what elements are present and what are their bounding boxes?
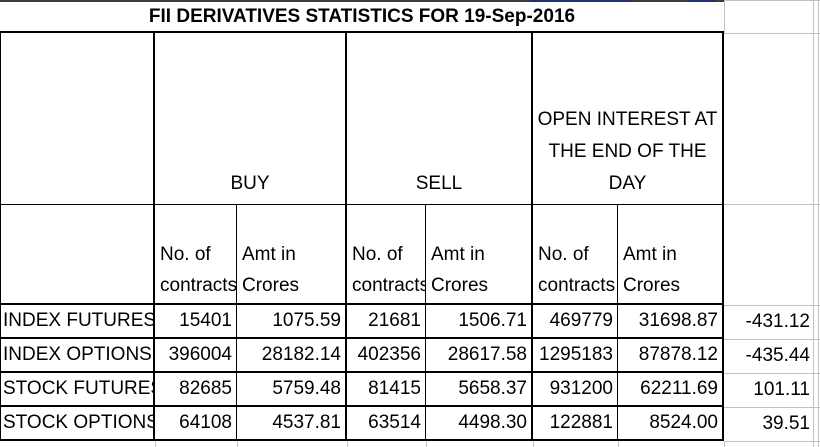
gridline bbox=[818, 0, 819, 447]
sell-amount-cell[interactable]: 5658.37 bbox=[426, 373, 533, 407]
statistics-table: BUY SELL OPEN INTEREST AT THE END OF THE… bbox=[0, 33, 724, 441]
gridline bbox=[813, 0, 814, 447]
net-value-cell[interactable]: -435.44 bbox=[745, 345, 810, 366]
subheader-buy-amount[interactable]: Amt in Crores bbox=[237, 205, 347, 305]
group-header-buy-label: BUY bbox=[230, 173, 270, 194]
sell-contracts-cell[interactable]: 402356 bbox=[347, 339, 426, 373]
oi-amount-cell[interactable]: 31698.87 bbox=[618, 305, 724, 339]
gridline-stub bbox=[618, 441, 619, 447]
buy-amount-cell[interactable]: 1075.59 bbox=[237, 305, 347, 339]
sell-contracts-cell[interactable]: 81415 bbox=[347, 373, 426, 407]
subheader-label: No. of contracts bbox=[352, 244, 426, 296]
buy-contracts-cell[interactable]: 82685 bbox=[155, 373, 237, 407]
oi-amount-cell[interactable]: 62211.69 bbox=[618, 373, 724, 407]
net-value-cell[interactable]: 39.51 bbox=[762, 413, 810, 434]
subheader-sell-amount[interactable]: Amt in Crores bbox=[426, 205, 533, 305]
subheader-label: No. of contracts bbox=[538, 244, 616, 296]
oi-contracts-cell[interactable]: 931200 bbox=[533, 373, 618, 407]
group-header-sell[interactable]: SELL bbox=[347, 33, 533, 205]
gridline bbox=[724, 305, 820, 306]
sell-contracts-cell[interactable]: 21681 bbox=[347, 305, 426, 339]
top-border-navy-segment bbox=[688, 0, 715, 2]
sell-amount-cell[interactable]: 4498.30 bbox=[426, 407, 533, 441]
corner-cell[interactable] bbox=[0, 33, 155, 205]
subheader-empty-cell[interactable] bbox=[0, 205, 155, 305]
subheader-label: Amt in Crores bbox=[431, 244, 489, 296]
group-header-buy[interactable]: BUY bbox=[155, 33, 347, 205]
gridline-stub bbox=[237, 441, 238, 447]
sell-amount-cell[interactable]: 1506.71 bbox=[426, 305, 533, 339]
table-title[interactable]: FII DERIVATIVES STATISTICS FOR 19-Sep-20… bbox=[0, 2, 724, 33]
row-label[interactable]: STOCK FUTURES bbox=[0, 373, 155, 407]
net-value-cell[interactable]: 101.11 bbox=[753, 379, 810, 400]
subheader-oi-contracts[interactable]: No. of contracts bbox=[533, 205, 618, 305]
gridline bbox=[724, 407, 820, 408]
gridline-stub bbox=[426, 441, 427, 447]
group-header-open-interest[interactable]: OPEN INTEREST AT THE END OF THE DAY bbox=[533, 33, 724, 205]
subheader-buy-contracts[interactable]: No. of contracts bbox=[155, 205, 237, 305]
oi-contracts-cell[interactable]: 469779 bbox=[533, 305, 618, 339]
group-header-sell-label: SELL bbox=[415, 173, 463, 194]
top-border-line bbox=[0, 0, 724, 2]
top-gridline bbox=[724, 0, 820, 1]
gridline bbox=[724, 339, 820, 340]
subheader-label: No. of contracts bbox=[160, 244, 237, 296]
buy-contracts-cell[interactable]: 15401 bbox=[155, 305, 237, 339]
oi-amount-cell[interactable]: 87878.12 bbox=[618, 339, 724, 373]
buy-amount-cell[interactable]: 28182.14 bbox=[237, 339, 347, 373]
row-label[interactable]: INDEX OPTIONS bbox=[0, 339, 155, 373]
subheader-oi-amount[interactable]: Amt in Crores bbox=[618, 205, 724, 305]
subheader-label: Amt in Crores bbox=[242, 244, 300, 296]
subheader-sell-contracts[interactable]: No. of contracts bbox=[347, 205, 426, 305]
buy-amount-cell[interactable]: 5759.48 bbox=[237, 373, 347, 407]
gridline bbox=[724, 204, 820, 205]
sell-contracts-cell[interactable]: 63514 bbox=[347, 407, 426, 441]
buy-contracts-cell[interactable]: 396004 bbox=[155, 339, 237, 373]
gridline bbox=[724, 33, 820, 34]
gridline bbox=[724, 0, 725, 33]
row-label[interactable]: STOCK OPTIONS bbox=[0, 407, 155, 441]
gridline-stub bbox=[724, 441, 725, 447]
group-header-open-interest-label: OPEN INTEREST AT THE END OF THE DAY bbox=[537, 109, 718, 194]
buy-amount-cell[interactable]: 4537.81 bbox=[237, 407, 347, 441]
row-label[interactable]: INDEX FUTURES bbox=[0, 305, 155, 339]
top-border-navy-segment bbox=[530, 0, 633, 2]
gridline-stub bbox=[347, 441, 348, 447]
gridline bbox=[724, 373, 820, 374]
gridline-stub bbox=[155, 441, 156, 447]
buy-contracts-cell[interactable]: 64108 bbox=[155, 407, 237, 441]
oi-amount-cell[interactable]: 8524.00 bbox=[618, 407, 724, 441]
net-value-cell[interactable]: -431.12 bbox=[745, 311, 810, 332]
oi-contracts-cell[interactable]: 1295183 bbox=[533, 339, 618, 373]
gridline bbox=[724, 441, 820, 442]
gridline-stub bbox=[533, 441, 534, 447]
subheader-label: Amt in Crores bbox=[623, 244, 681, 296]
oi-contracts-cell[interactable]: 122881 bbox=[533, 407, 618, 441]
sell-amount-cell[interactable]: 28617.58 bbox=[426, 339, 533, 373]
